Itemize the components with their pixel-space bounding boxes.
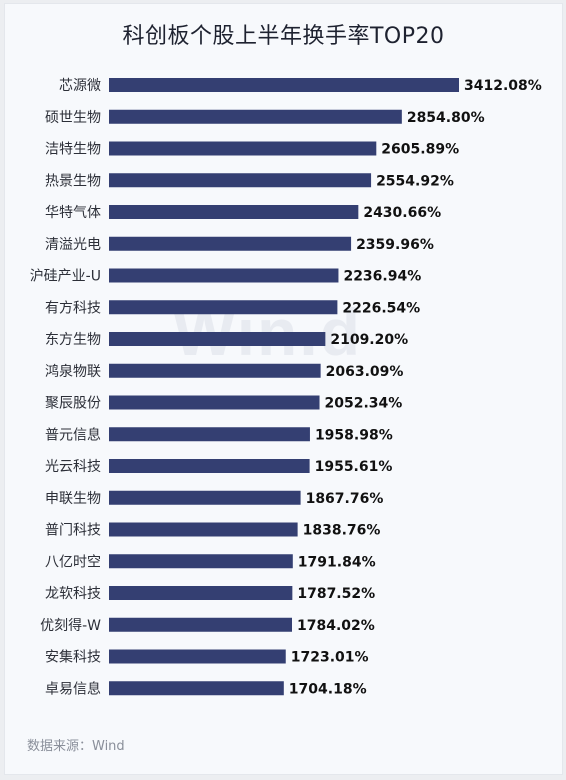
bar [109, 681, 284, 696]
value-label: 1955.61% [315, 459, 393, 475]
bar [109, 554, 293, 569]
bar [109, 268, 339, 283]
category-label: 优刻得-W [40, 617, 101, 634]
bar [109, 332, 326, 346]
value-label: 1723.01% [291, 650, 369, 666]
value-label: 1791.84% [298, 554, 376, 570]
category-label: 安集科技 [45, 649, 101, 666]
value-label: 1787.52% [297, 586, 375, 602]
bar [109, 586, 293, 600]
bar [109, 427, 310, 442]
category-label: 申联生物 [45, 491, 101, 507]
category-label: 沪硅产业-U [30, 269, 101, 285]
value-label: 2554.92% [376, 173, 454, 189]
value-label: 2226.54% [342, 300, 420, 316]
value-label: 2359.96% [356, 237, 434, 253]
bar [109, 459, 310, 473]
chart-title: 科创板个股上半年换手率TOP20 [122, 24, 445, 49]
value-label: 1867.76% [306, 491, 384, 507]
category-label: 硕世生物 [45, 110, 101, 126]
category-label: 卓易信息 [45, 680, 101, 697]
bar [109, 300, 338, 315]
category-label: 普门科技 [45, 523, 101, 539]
value-label: 1784.02% [297, 618, 375, 634]
category-label: 有方科技 [45, 300, 101, 316]
bar [109, 236, 352, 251]
bar [109, 173, 372, 188]
category-label: 龙软科技 [45, 586, 101, 602]
category-label: 八亿时空 [45, 554, 101, 570]
bar-chart: 芯源微 3412.08% 硕世生物 2854.80% 洁特生物 2605.89% 热景生物 2… [30, 78, 542, 697]
value-label: 3412.08% [464, 78, 542, 94]
category-label: 鸿泉物联 [45, 363, 101, 380]
category-label: 东方生物 [45, 332, 101, 348]
value-label: 2052.34% [325, 396, 403, 412]
value-label: 2109.20% [330, 332, 408, 348]
bar [109, 490, 301, 505]
bar [109, 363, 321, 378]
value-label: 2854.80% [407, 110, 485, 126]
value-label: 2063.09% [326, 364, 404, 380]
bar [109, 395, 320, 410]
bar [109, 205, 359, 219]
bar [109, 78, 459, 92]
category-label: 普元信息 [45, 426, 101, 443]
bar [109, 109, 402, 124]
bar [109, 649, 286, 664]
bar [109, 141, 377, 156]
category-label: 清溢光电 [45, 237, 101, 253]
value-label: 1704.18% [289, 681, 367, 697]
value-label: 2430.66% [363, 205, 441, 221]
category-label: 华特气体 [45, 205, 101, 221]
source-note: 数据来源：Wind [27, 739, 125, 754]
value-label: 2236.94% [343, 269, 421, 285]
chart-card: 科创板个股上半年换手率TOP20 Win.d 芯源微3412.08%硕世生物28… [4, 3, 563, 775]
category-label: 热景生物 [45, 173, 101, 189]
value-label: 1958.98% [315, 427, 393, 443]
category-label: 芯源微 [59, 78, 101, 94]
category-label: 聚辰股份 [45, 396, 101, 412]
category-label: 洁特生物 [45, 142, 101, 158]
bar [109, 617, 292, 632]
bar [109, 522, 298, 537]
category-label: 光云科技 [45, 459, 101, 475]
value-label: 2605.89% [381, 142, 459, 158]
value-label: 1838.76% [303, 523, 381, 539]
